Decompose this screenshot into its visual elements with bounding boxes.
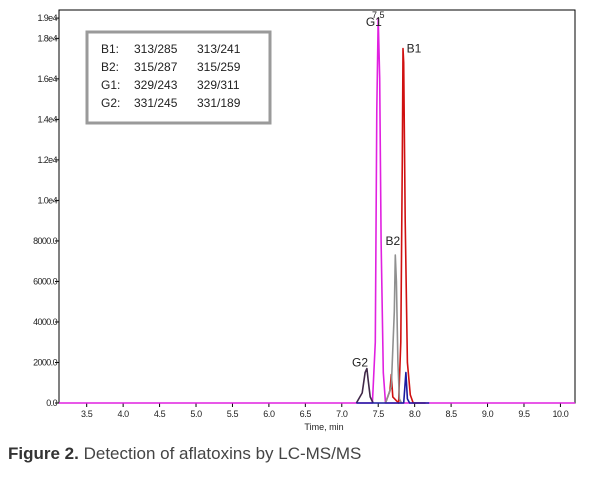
- y-tick-label: 1.6e4: [37, 74, 57, 84]
- peak-label: G1: [366, 15, 382, 29]
- x-tick-label: 7.5: [373, 409, 385, 419]
- figure-caption: Figure 2. Detection of aflatoxins by LC-…: [8, 444, 361, 464]
- x-tick-label: 8.5: [445, 409, 457, 419]
- x-tick-label: 9.0: [482, 409, 494, 419]
- y-axis: 0.0 2000.0 4000.0 6000.0 8000.0 1.0e4 1.2e4 1.4…: [33, 13, 59, 408]
- chromatogram-chart: 0.0 2000.0 4000.0 6000.0 8000.0 1.0e4 1.2e4 1.4…: [33, 9, 576, 432]
- peak-label: 7.5: [372, 10, 385, 20]
- legend-transition-2: 313/241: [197, 42, 241, 56]
- x-tick-label: 9.5: [518, 409, 530, 419]
- trace-g2: [355, 367, 374, 404]
- legend-transition-1: 313/285: [134, 42, 178, 56]
- x-tick-label: 5.5: [227, 409, 239, 419]
- y-tick-label: 1.4e4: [37, 114, 57, 124]
- x-tick-label: 4.5: [154, 409, 166, 419]
- legend-transition-1: 315/287: [134, 60, 178, 74]
- legend-transition-1: 331/245: [134, 96, 178, 110]
- y-tick-label: 0.0: [46, 398, 57, 408]
- x-axis: 3.5 4.0 4.5 5.0 5.5 6.0 6.5 7.0 7.5 8.0 8.5 9.0 9.5 1…: [81, 403, 569, 419]
- y-tick-label: 8000.0: [33, 236, 58, 246]
- y-tick-label: 1.8e4: [37, 33, 57, 43]
- caption-text: Detection of aflatoxins by LC-MS/MS: [78, 444, 362, 463]
- legend-analyte: B1:: [101, 42, 119, 56]
- y-tick-label: 6000.0: [33, 276, 58, 286]
- x-axis-label: Time, min: [304, 422, 343, 432]
- x-tick-label: 10.0: [552, 409, 568, 419]
- x-tick-label: 5.0: [190, 409, 202, 419]
- y-tick-label: 4000.0: [33, 317, 58, 327]
- peak-label: G2: [352, 356, 368, 370]
- chromatogram-traces: [59, 17, 575, 404]
- y-tick-label: 1.9e4: [37, 13, 57, 23]
- legend-transition-2: 329/311: [197, 78, 240, 92]
- x-tick-label: 6.0: [263, 409, 275, 419]
- legend-transition-2: 315/259: [197, 60, 241, 74]
- caption-label: Figure 2.: [8, 444, 79, 463]
- x-tick-label: 8.0: [409, 409, 421, 419]
- peak-label: B1: [407, 42, 422, 56]
- x-tick-label: 7.0: [336, 409, 348, 419]
- trace-b2: [384, 254, 403, 404]
- legend-transition-1: 329/243: [134, 78, 178, 92]
- x-tick-label: 3.5: [81, 409, 93, 419]
- legend-transition-2: 331/189: [197, 96, 241, 110]
- x-tick-label: 6.5: [300, 409, 312, 419]
- legend-analyte: B2:: [101, 60, 119, 74]
- legend-frame: [85, 30, 272, 125]
- peak-label: B2: [385, 234, 400, 248]
- legend-analyte: G2:: [101, 96, 120, 110]
- legend-box: B1: 313/285 313/241 B2: 315/287 315/259 G1: 329…: [85, 30, 272, 125]
- x-tick-label: 4.0: [117, 409, 129, 419]
- peak-labels: 7.5G1 B1 B2 G2: [352, 10, 422, 369]
- y-tick-label: 2000.0: [33, 357, 58, 367]
- trace-extra: [356, 371, 430, 404]
- trace-b1: [384, 47, 426, 404]
- y-tick-label: 1.2e4: [37, 155, 57, 165]
- legend-analyte: G1:: [101, 78, 120, 92]
- y-tick-label: 1.0e4: [37, 195, 57, 205]
